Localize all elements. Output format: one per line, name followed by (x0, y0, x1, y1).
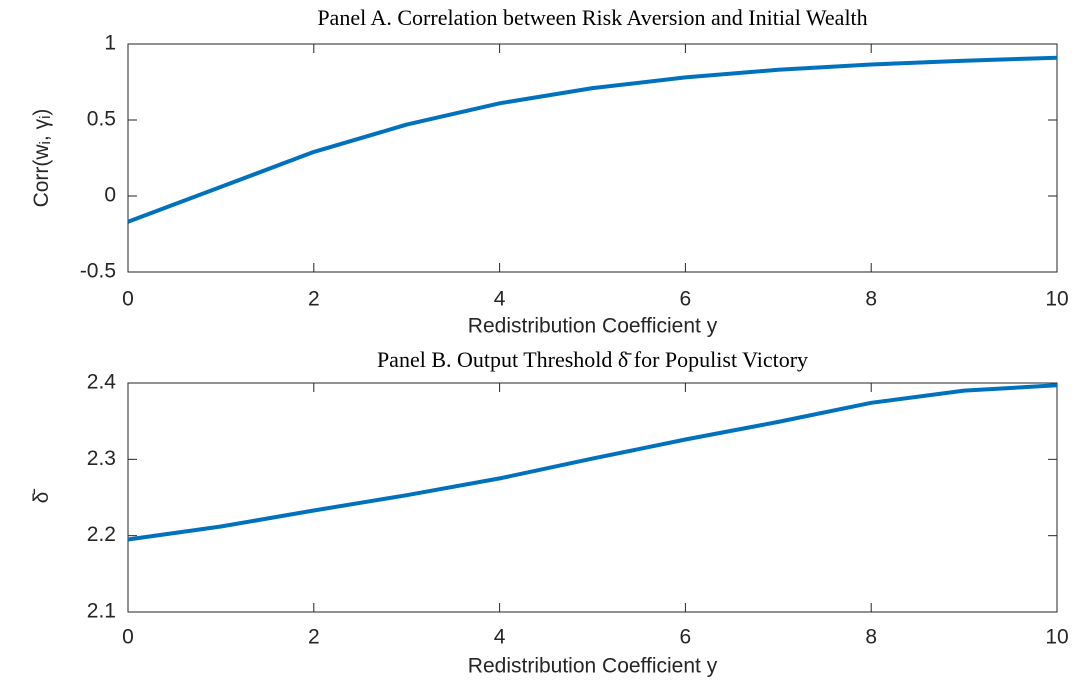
y-axis-label: Corr(wi, γi) (30, 109, 55, 208)
x-axis-label: Redistribution Coefficient y (468, 655, 718, 678)
x-tick-label: 10 (1045, 626, 1068, 649)
y-tick-label: 0.5 (87, 108, 116, 131)
y-axis-label-part: ) (30, 109, 53, 116)
y-axis-label-part: i (37, 116, 54, 119)
x-tick-label: 2 (308, 626, 320, 649)
y-axis-label-part: Corr(w (30, 144, 53, 208)
x-tick-label: 6 (680, 626, 692, 649)
y-tick-label: 2.1 (87, 600, 116, 623)
y-axis-label: δ̄ (30, 489, 53, 504)
y-tick-label: 2.4 (87, 371, 117, 394)
y-axis-label-part: i (37, 141, 54, 144)
chart-title: Panel A. Correlation between Risk Aversi… (317, 5, 867, 30)
data-line (127, 55, 1058, 224)
axes-box (127, 43, 1058, 273)
data-line (127, 383, 1058, 542)
y-tick-label: -0.5 (80, 260, 116, 283)
y-tick-label: 0 (104, 184, 116, 207)
x-tick-label: 4 (494, 626, 506, 649)
x-tick-label: 8 (865, 626, 877, 649)
x-tick-label: 4 (494, 288, 506, 311)
x-tick-label: 6 (680, 288, 692, 311)
x-tick-label: 0 (122, 626, 134, 649)
y-axis-label-part: γ (30, 118, 53, 129)
y-tick-label: 2.3 (87, 447, 116, 470)
x-tick-label: 0 (122, 288, 134, 311)
y-axis-label-part: δ̄ (30, 489, 53, 504)
chart-title: Panel B. Output Threshold δ̄ for Populis… (377, 347, 808, 372)
y-tick-label: 1 (104, 32, 116, 55)
x-axis-label: Redistribution Coefficient y (468, 315, 718, 338)
x-tick-label: 2 (308, 288, 320, 311)
axes-box (127, 382, 1058, 613)
y-axis-label-part: , (30, 129, 53, 141)
y-tick-label: 2.2 (87, 523, 116, 546)
x-tick-label: 10 (1045, 288, 1068, 311)
x-tick-label: 8 (865, 288, 877, 311)
